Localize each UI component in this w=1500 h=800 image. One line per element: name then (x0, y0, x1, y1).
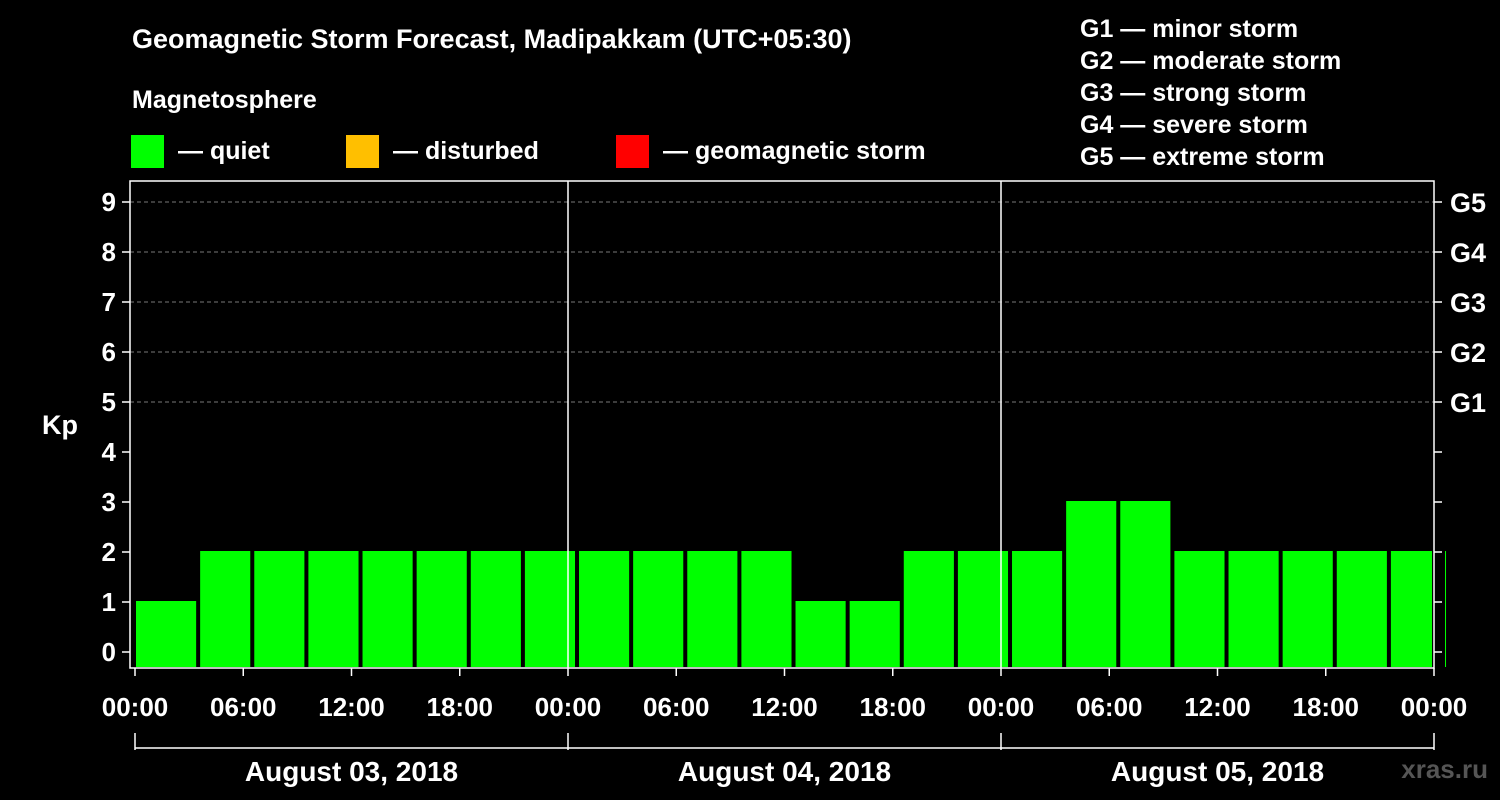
y-tick-label: 3 (102, 487, 116, 517)
legend-storm: — geomagnetic storm (616, 134, 926, 168)
kp-bar (741, 551, 792, 667)
storm-scale-list: G1 — minor storm G2 — moderate storm G3 … (1080, 13, 1341, 173)
kp-bar (470, 551, 521, 667)
storm-scale-g2: G2 — moderate storm (1080, 47, 1342, 75)
kp-bar (524, 551, 576, 667)
kp-bar (1012, 551, 1063, 667)
g-level-label-g4: G4 (1450, 238, 1486, 268)
legend-disturbed-label: — disturbed (393, 136, 539, 165)
kp-bar (362, 551, 413, 667)
x-tick-label: 06:00 (1076, 692, 1143, 722)
x-tick-label: 00:00 (968, 692, 1035, 722)
y-tick-label: 8 (102, 237, 116, 267)
kp-bar (1228, 551, 1279, 667)
legend-quiet-label: — quiet (178, 136, 270, 165)
y-tick-label: 4 (102, 437, 117, 467)
kp-bar (1282, 551, 1333, 667)
watermark: xras.ru (1401, 754, 1488, 784)
storm-scale-g4: G4 — severe storm (1080, 111, 1308, 139)
legend-disturbed-swatch (346, 134, 379, 168)
kp-bar (849, 601, 900, 667)
y-tick-label: 6 (102, 337, 116, 367)
g-level-label-g2: G2 (1450, 338, 1486, 368)
kp-bar (1066, 501, 1117, 667)
x-tick-label: 18:00 (1293, 692, 1360, 722)
x-tick-label: 18:00 (860, 692, 927, 722)
legend-disturbed: — disturbed (346, 134, 539, 168)
kp-bar (1445, 551, 1447, 667)
kp-bar (1120, 501, 1171, 667)
x-tick-label: 00:00 (1401, 692, 1468, 722)
y-tick-label: 1 (102, 587, 116, 617)
kp-bar (1174, 551, 1225, 667)
kp-bar (136, 601, 197, 667)
y-tick-label: 5 (102, 387, 116, 417)
plot-frame (129, 180, 1435, 669)
g-level-label-g1: G1 (1450, 388, 1486, 418)
storm-scale-g5: G5 — extreme storm (1080, 143, 1325, 171)
kp-bar (687, 551, 738, 667)
x-tick-label: 06:00 (643, 692, 710, 722)
g-level-label-g3: G3 (1450, 288, 1486, 318)
x-tick-label: 00:00 (102, 692, 169, 722)
magnetosphere-heading: Magnetosphere (132, 86, 317, 114)
kp-bar (1336, 551, 1387, 667)
day-label-1: August 03, 2018 (245, 756, 458, 787)
day-label-3: August 05, 2018 (1111, 756, 1324, 787)
kp-bar (416, 551, 467, 667)
chart-title: Geomagnetic Storm Forecast, Madipakkam (… (132, 24, 852, 54)
x-tick-label: 00:00 (535, 692, 602, 722)
kp-bar (200, 551, 251, 667)
y-tick-label: 7 (102, 287, 116, 317)
x-tick-label: 06:00 (210, 692, 277, 722)
legend-storm-label: — geomagnetic storm (663, 136, 926, 165)
y-tick-label: 2 (102, 537, 116, 567)
storm-scale-g1: G1 — minor storm (1080, 15, 1299, 43)
kp-bar (633, 551, 684, 667)
y-tick-label: 0 (102, 637, 116, 667)
day-label-2: August 04, 2018 (678, 756, 891, 787)
x-tick-label: 12:00 (1184, 692, 1251, 722)
g-level-label-g5: G5 (1450, 188, 1486, 218)
x-tick-label: 12:00 (751, 692, 818, 722)
kp-bar (795, 601, 846, 667)
kp-bar (579, 551, 630, 667)
kp-bar (308, 551, 359, 667)
legend-quiet-swatch (131, 134, 164, 168)
legend-storm-swatch (616, 134, 649, 168)
y-axis-label: Kp (42, 410, 78, 440)
x-tick-label: 12:00 (318, 692, 385, 722)
y-tick-label: 9 (102, 187, 116, 217)
kp-bar (1390, 551, 1432, 667)
kp-bar (903, 551, 954, 667)
kp-bar (254, 551, 305, 667)
legend-quiet: — quiet (131, 134, 270, 168)
storm-scale-g3: G3 — strong storm (1080, 79, 1307, 107)
kp-bar (957, 551, 1009, 667)
x-tick-label: 18:00 (427, 692, 494, 722)
